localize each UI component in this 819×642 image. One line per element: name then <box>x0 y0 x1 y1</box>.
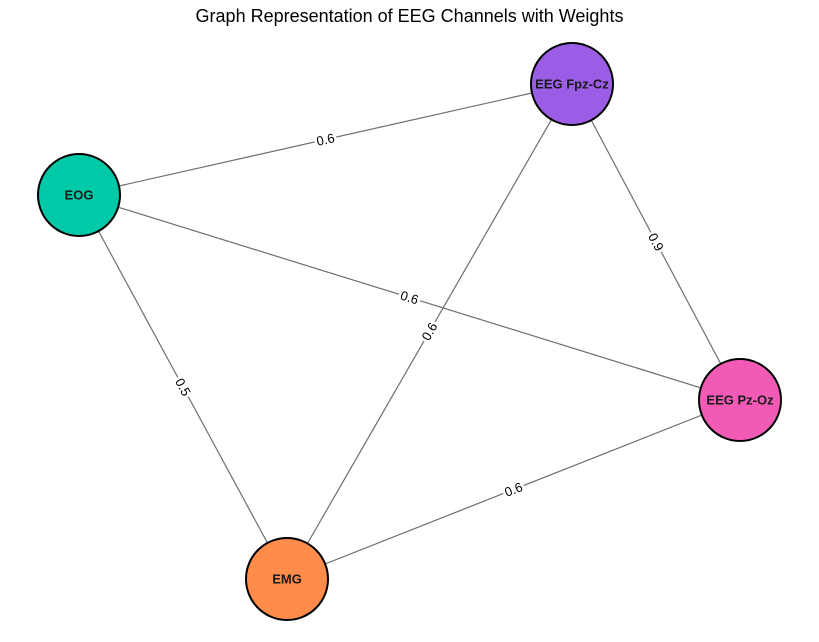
node-label: EOG <box>65 188 94 203</box>
node-label: EMG <box>272 572 302 587</box>
nodes-layer: EEG Fpz-Cz EOG EEG Pz-Oz EMG <box>37 42 782 621</box>
node-label: EEG Fpz-Cz <box>535 77 609 92</box>
edge-labels-layer: 0.6 0.9 0.6 0.6 0.5 0.6 <box>170 129 669 501</box>
edge-weight-text: 0.6 <box>502 479 524 500</box>
edge-weight-label-emg-pzoz: 0.6 <box>500 478 527 501</box>
edge-weight-label-bg <box>417 317 442 346</box>
node-circle <box>530 42 614 126</box>
edge-weight-label-bg <box>313 129 338 150</box>
edge-weight-label-eog-emg: 0.5 <box>170 373 196 401</box>
node-eog: EOG <box>37 153 121 237</box>
edges-layer <box>78 83 741 580</box>
node-circle <box>245 537 329 621</box>
edge-weight-label-fpz-pzoz: 0.9 <box>643 228 669 256</box>
edge-weight-label-bg <box>643 228 669 256</box>
node-emg: EMG <box>245 537 329 621</box>
node-label: EEG Pz-Oz <box>706 393 774 408</box>
node-pzoz: EEG Pz-Oz <box>698 358 782 442</box>
edge-weight-text: 0.6 <box>315 130 336 149</box>
edge-weight-label-bg <box>396 286 423 309</box>
edge-weight-text: 0.9 <box>645 230 667 253</box>
edge-weight-label-eog-fpz: 0.6 <box>313 129 338 150</box>
node-circle <box>698 358 782 442</box>
edge-weight-label-bg <box>500 478 527 501</box>
page-title: Graph Representation of EEG Channels wit… <box>195 6 624 26</box>
node-fpz: EEG Fpz-Cz <box>530 42 614 126</box>
edge-weight-label-fpz-emg: 0.6 <box>417 317 442 346</box>
edge-weight-label-eog-pzoz: 0.6 <box>396 286 423 309</box>
edge-weight-label-bg <box>170 373 196 401</box>
node-circle <box>37 153 121 237</box>
edge-weight-text: 0.6 <box>399 288 421 308</box>
